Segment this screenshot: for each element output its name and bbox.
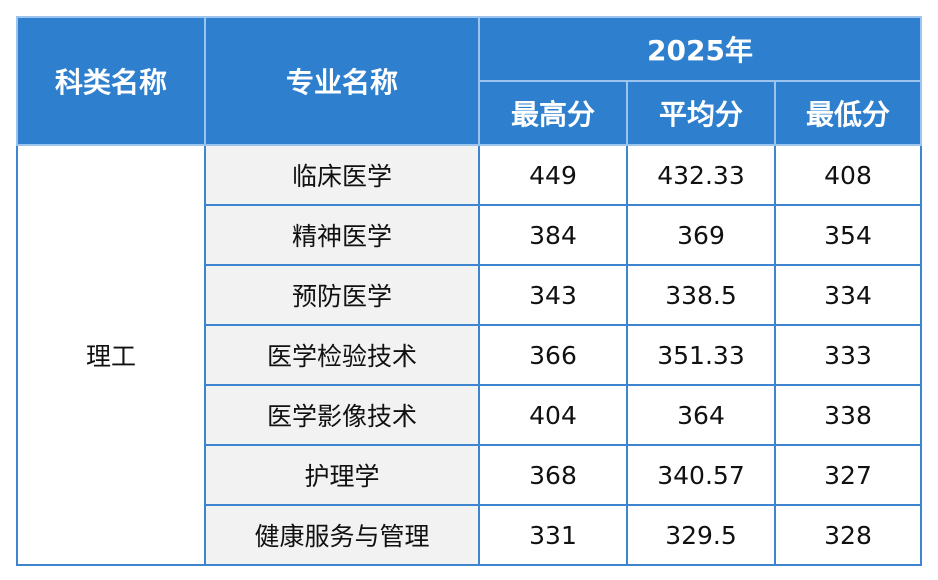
table-row: 护理学 368 340.57 327	[17, 444, 923, 506]
score-cell: 329.5	[626, 504, 776, 566]
score-cell: 328	[773, 504, 923, 566]
score-cell: 449	[478, 144, 628, 206]
major-cell: 临床医学	[204, 144, 480, 206]
major-cell: 精神医学	[204, 204, 480, 266]
score-table: 科类名称 专业名称 2025年 最高分 平均分 最低分 理工 临床医学 449 432…	[16, 16, 923, 566]
table-wrap: 科类名称 专业名称 2025年 最高分 平均分 最低分 理工 临床医学 449 432…	[16, 16, 923, 566]
table-body: 理工 临床医学 449 432.33 408 精神医学 384 369 354 预防医学 343 33…	[16, 144, 923, 566]
table-row: 预防医学 343 338.5 334	[17, 264, 923, 326]
score-cell: 366	[478, 324, 628, 386]
score-cell: 343	[478, 264, 628, 326]
score-cell: 354	[773, 204, 923, 266]
header-cell: 平均分	[626, 80, 776, 146]
table-row: 医学检验技术 366 351.33 333	[17, 324, 923, 386]
major-cell: 健康服务与管理	[204, 504, 480, 566]
score-cell: 340.57	[626, 444, 776, 506]
score-cell: 338	[773, 384, 923, 446]
major-cell: 预防医学	[204, 264, 480, 326]
score-cell: 408	[773, 144, 923, 206]
score-cell: 369	[626, 204, 776, 266]
header-cell: 2025年	[477, 16, 923, 82]
score-cell: 334	[773, 264, 923, 326]
table-row: 健康服务与管理 331 329.5 328	[17, 504, 923, 566]
score-cell: 331	[478, 504, 628, 566]
score-cell: 364	[626, 384, 776, 446]
score-cell: 384	[478, 204, 628, 266]
table-row: 理工 临床医学 449 432.33 408	[16, 144, 923, 566]
header-cell: 专业名称	[204, 16, 480, 146]
score-cell: 327	[773, 444, 923, 506]
category-cell: 理工	[16, 144, 206, 566]
major-cell: 医学影像技术	[204, 384, 480, 446]
header-cell: 最低分	[773, 80, 923, 146]
table-row: 医学影像技术 404 364 338	[17, 384, 923, 446]
score-cell: 338.5	[626, 264, 776, 326]
table-row: 精神医学 384 369 354	[17, 204, 923, 266]
score-cell: 432.33	[626, 144, 776, 206]
score-cell: 404	[478, 384, 628, 446]
header-cell: 最高分	[478, 80, 628, 146]
score-cell: 351.33	[626, 324, 776, 386]
score-cell: 333	[773, 324, 923, 386]
score-cell: 368	[478, 444, 628, 506]
major-cell: 医学检验技术	[204, 324, 480, 386]
header-cell: 科类名称	[16, 16, 206, 146]
major-cell: 护理学	[204, 444, 480, 506]
